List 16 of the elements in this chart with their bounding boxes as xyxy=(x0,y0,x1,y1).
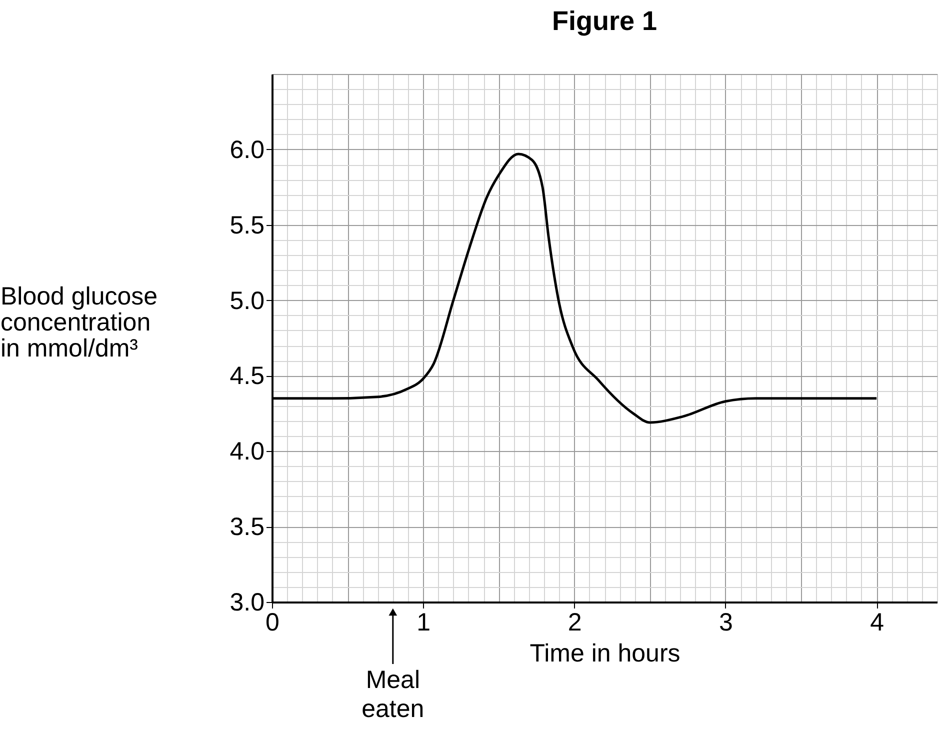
x-axis-title: Time in hours xyxy=(530,640,680,668)
x-tick-label: 2 xyxy=(568,608,582,636)
chart-title: Figure 1 xyxy=(552,6,658,36)
y-tick-label: 5.5 xyxy=(230,211,264,240)
y-axis-title: Blood glucose concentration in mmol/dm³ xyxy=(0,282,158,362)
ref-line-label: Meal eaten xyxy=(362,666,424,723)
y-tick-label: 3.5 xyxy=(230,513,264,542)
y-tick-label: 5.0 xyxy=(230,286,264,315)
y-tick-label: 3.0 xyxy=(230,588,264,616)
x-tick-label: 0 xyxy=(266,608,280,636)
y-tick-label: 4.0 xyxy=(230,438,264,466)
y-tick-label: 6.0 xyxy=(230,136,264,164)
x-tick-label: 4 xyxy=(870,608,884,636)
y-tick-label: 4.5 xyxy=(230,362,264,390)
x-tick-label: 1 xyxy=(416,608,431,636)
x-tick-label: 3 xyxy=(718,608,733,636)
